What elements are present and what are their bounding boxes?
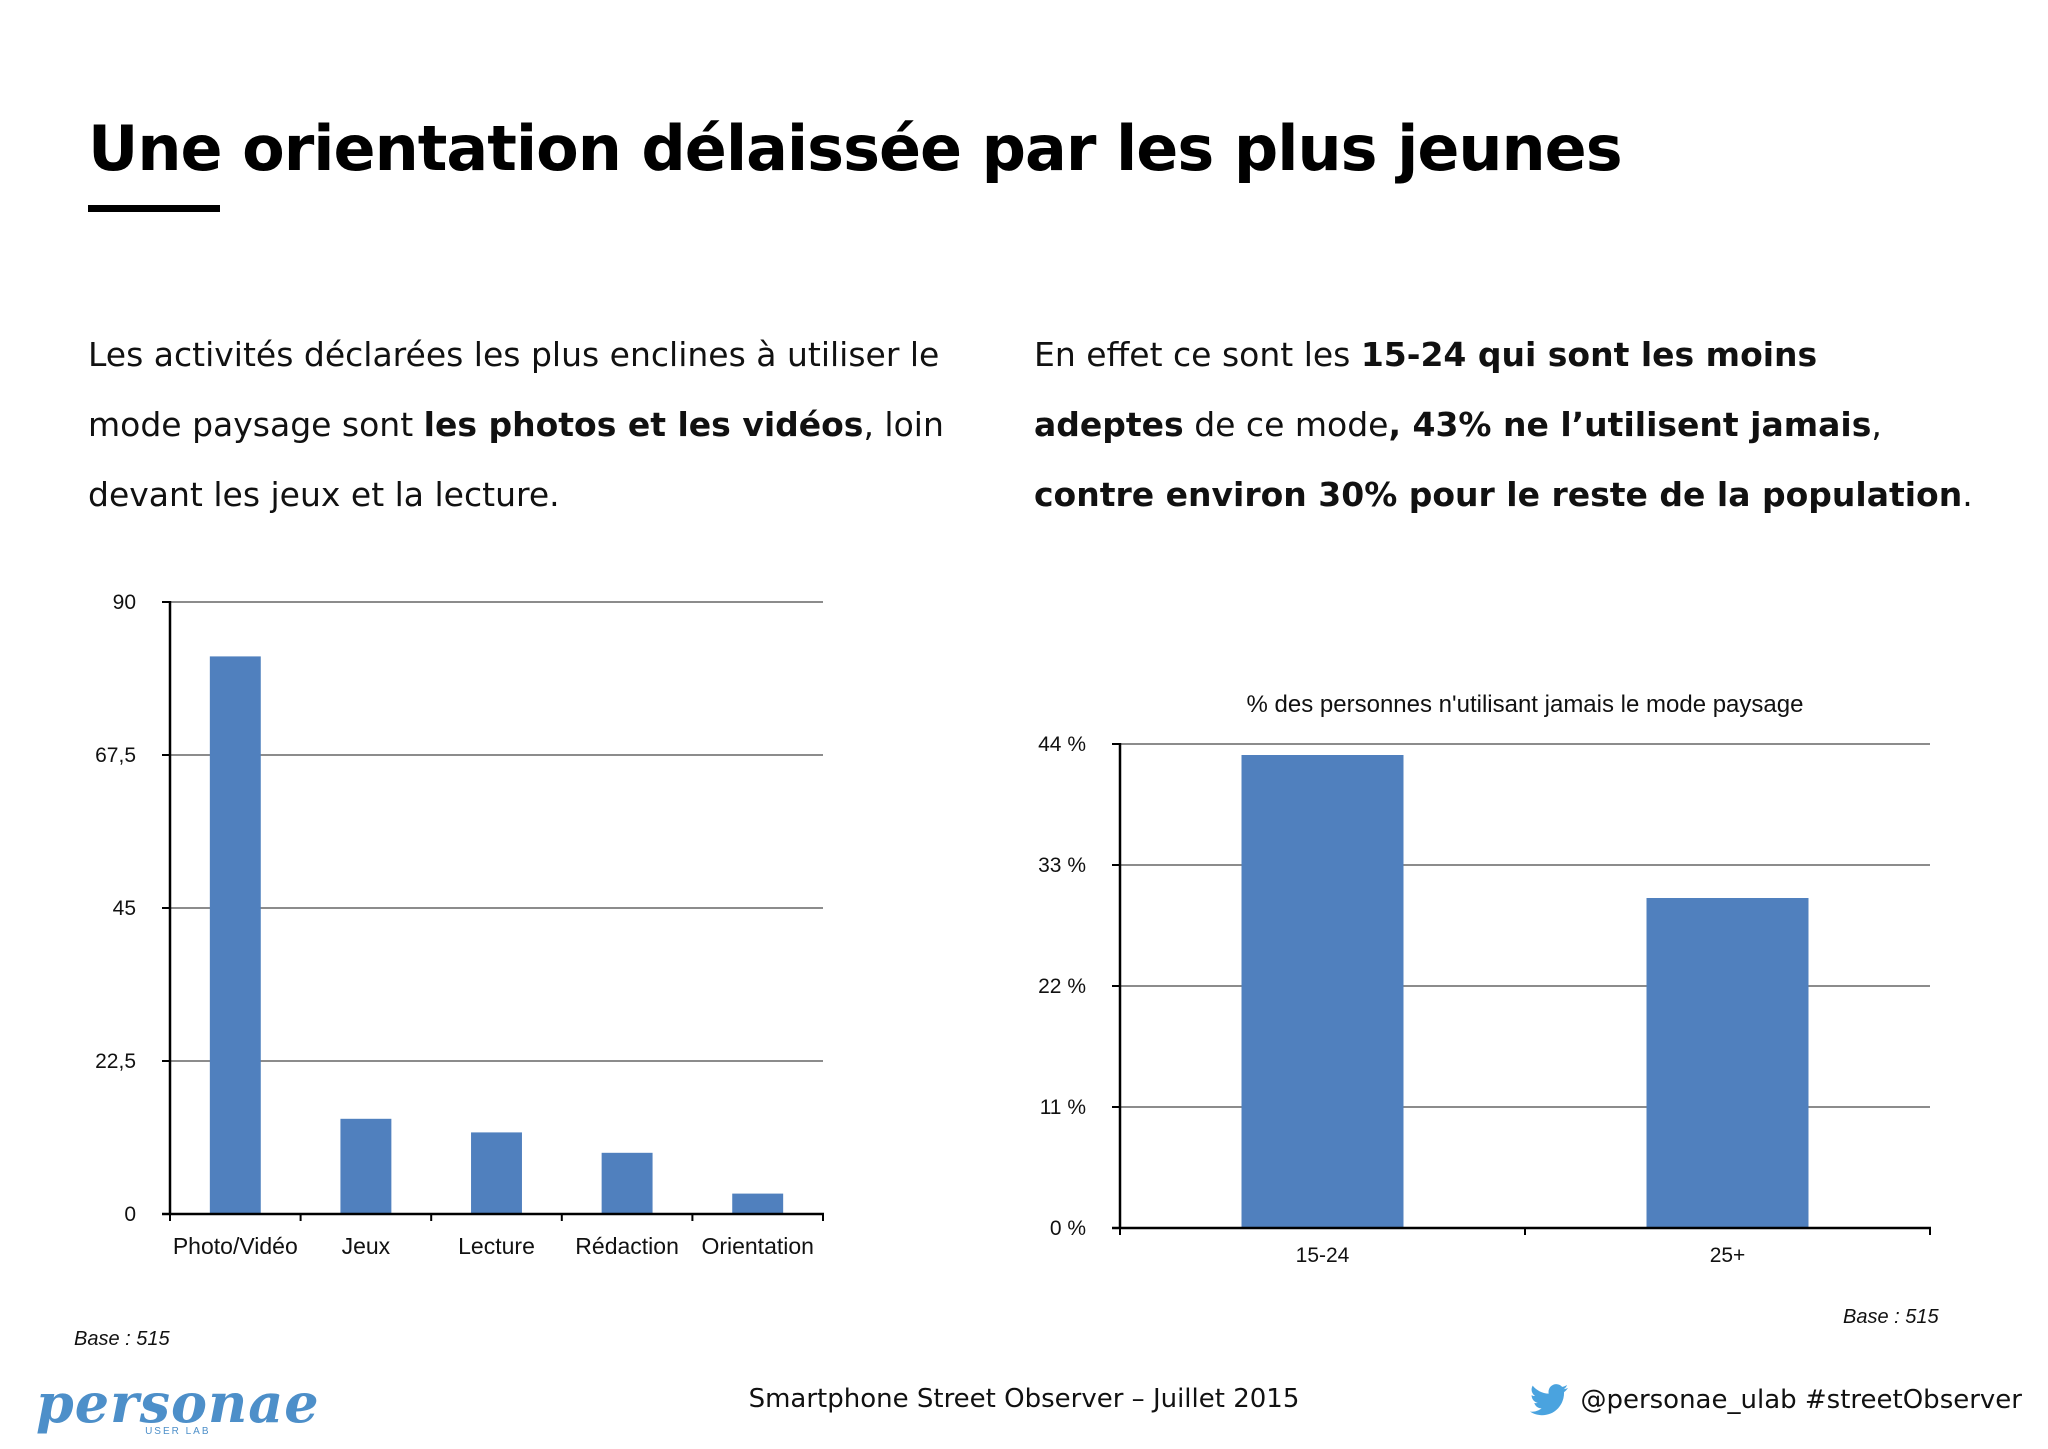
- x-tick-label: 15-24: [1296, 1244, 1350, 1267]
- y-tick-label: 22 %: [1038, 975, 1086, 998]
- y-tick-label: 0: [124, 1203, 136, 1226]
- y-tick-label: 22,5: [95, 1050, 136, 1073]
- left-text-2: , loin devant les jeux et la lecture.: [88, 405, 944, 514]
- footer-social: @personae_ulab #streetObserver: [1530, 1384, 2022, 1416]
- bar: [340, 1118, 392, 1214]
- right-paragraph: En effet ce sont les 15-24 qui sont les …: [1034, 320, 1974, 530]
- footer-handle: @personae_ulab #streetObserver: [1580, 1385, 2022, 1415]
- y-tick-label: 67,5: [95, 744, 136, 767]
- base-note-left: Base : 515: [74, 1328, 170, 1350]
- left-paragraph: Les activités déclarées les plus encline…: [88, 320, 968, 530]
- y-tick-label: 44 %: [1038, 733, 1086, 756]
- y-tick-label: 11 %: [1040, 1096, 1086, 1119]
- base-note-right: Base : 515: [1843, 1306, 1939, 1328]
- bar: [1241, 755, 1404, 1228]
- right-text-1: En effet ce sont les: [1034, 335, 1361, 374]
- right-text-2: de ce mode: [1183, 405, 1389, 444]
- y-tick-label: 90: [113, 591, 136, 614]
- right-text-bold-2: , 43% ne l’utilisent jamais: [1388, 405, 1872, 444]
- y-tick-label: 0 %: [1050, 1217, 1086, 1240]
- x-tick-label: Orientation: [701, 1233, 814, 1259]
- x-tick-label: Lecture: [458, 1233, 535, 1259]
- personae-logo: personae USER LAB: [36, 1376, 320, 1437]
- bar: [471, 1132, 522, 1214]
- bar: [209, 656, 261, 1214]
- logo-wordmark: personae: [36, 1371, 320, 1435]
- x-tick-label: 25+: [1710, 1244, 1746, 1267]
- right-text-bold-3: contre environ 30% pour le reste de la p…: [1034, 475, 1963, 514]
- logo-subtitle: USER LAB: [145, 1426, 211, 1437]
- right-text-4: .: [1962, 475, 1973, 514]
- slide-title: Une orientation délaissée par les plus j…: [88, 112, 1623, 185]
- left-text-bold: les photos et les vidéos: [423, 405, 864, 444]
- left-text-1: Les activités déclarées les plus encline…: [88, 335, 940, 444]
- twitter-bird-icon: [1530, 1384, 1569, 1416]
- activities-bar-chart: 0 22,5 45 67,5 90 Photo/Vidéo Jeux Lecture Rédac…: [95, 591, 824, 1259]
- y-tick-label: 33 %: [1038, 854, 1086, 877]
- bar: [732, 1193, 784, 1214]
- bar: [1646, 898, 1809, 1228]
- age-group-bar-chart: % des personnes n'utilisant jamais le mo…: [1038, 691, 1931, 1267]
- x-tick-label: Rédaction: [575, 1233, 679, 1259]
- x-tick-label: Photo/Vidéo: [173, 1233, 298, 1259]
- x-tick-label: Jeux: [342, 1233, 391, 1259]
- footer-title: Smartphone Street Observer – Juillet 201…: [748, 1384, 1300, 1414]
- y-tick-label: 45: [113, 897, 136, 920]
- bar: [601, 1152, 653, 1214]
- right-text-bold-1: 15-24 qui sont les moins adeptes: [1034, 335, 1818, 444]
- title-underline: [88, 205, 220, 212]
- right-text-3: ,: [1871, 405, 1882, 444]
- chart-title: % des personnes n'utilisant jamais le mo…: [1247, 691, 1804, 718]
